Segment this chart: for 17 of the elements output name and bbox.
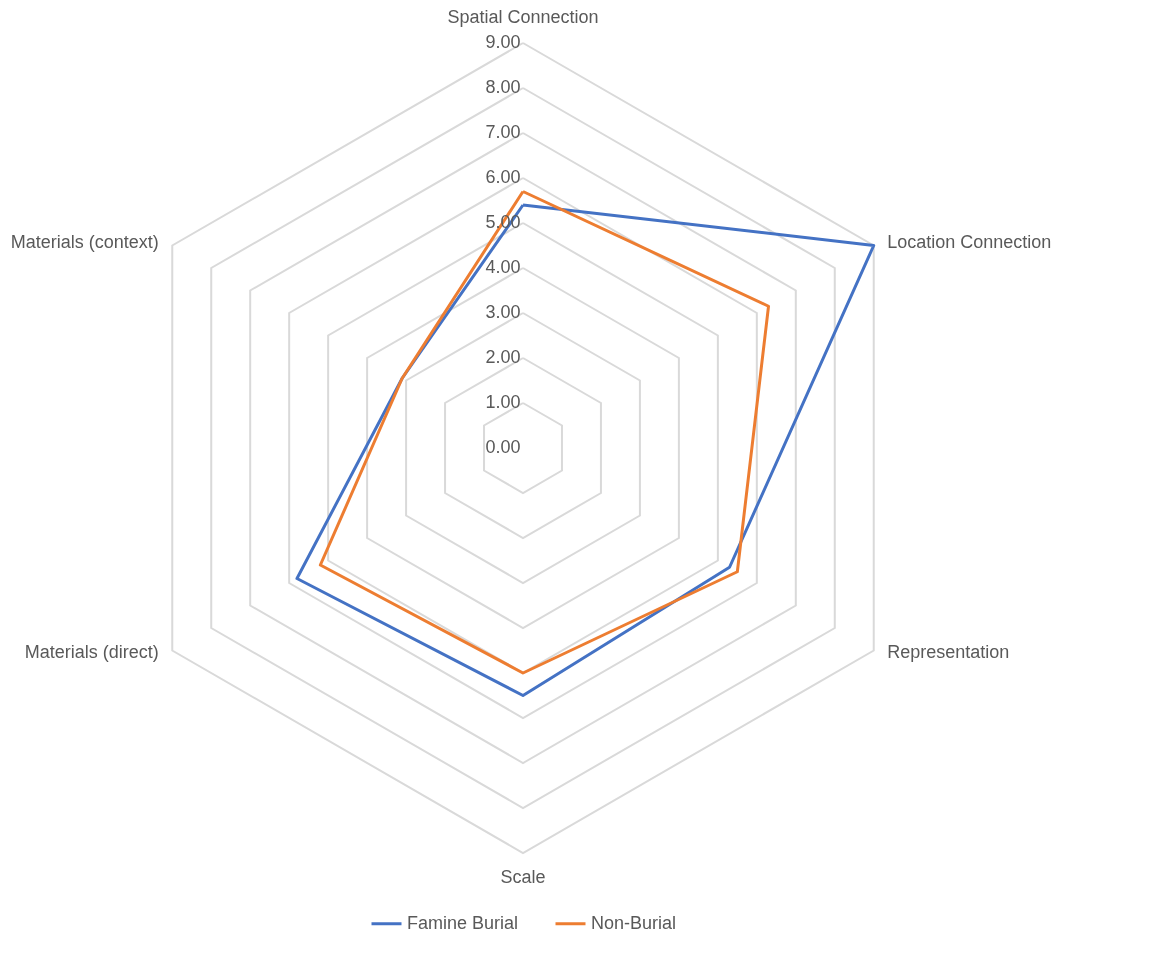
y-tick-label: 9.00 [485, 32, 521, 52]
legend-label: Non-Burial [591, 912, 677, 933]
spoke-label: Representation [887, 641, 1010, 662]
y-tick-label: 4.00 [485, 257, 521, 277]
y-tick-label: 3.00 [485, 302, 521, 322]
y-tick-label: 0.00 [485, 437, 521, 457]
spoke-label: Spatial Connection [447, 6, 599, 27]
y-tick-label: 1.00 [485, 392, 521, 412]
spoke-label: Materials (context) [10, 232, 159, 253]
spoke-label: Materials (direct) [24, 641, 159, 662]
legend-label: Famine Burial [407, 912, 519, 933]
spoke-label: Location Connection [887, 232, 1052, 253]
y-tick-label: 2.00 [485, 347, 521, 367]
y-tick-label: 7.00 [485, 122, 521, 142]
y-tick-label: 6.00 [485, 167, 521, 187]
spoke-label: Scale [500, 867, 546, 888]
y-tick-label: 8.00 [485, 77, 521, 97]
